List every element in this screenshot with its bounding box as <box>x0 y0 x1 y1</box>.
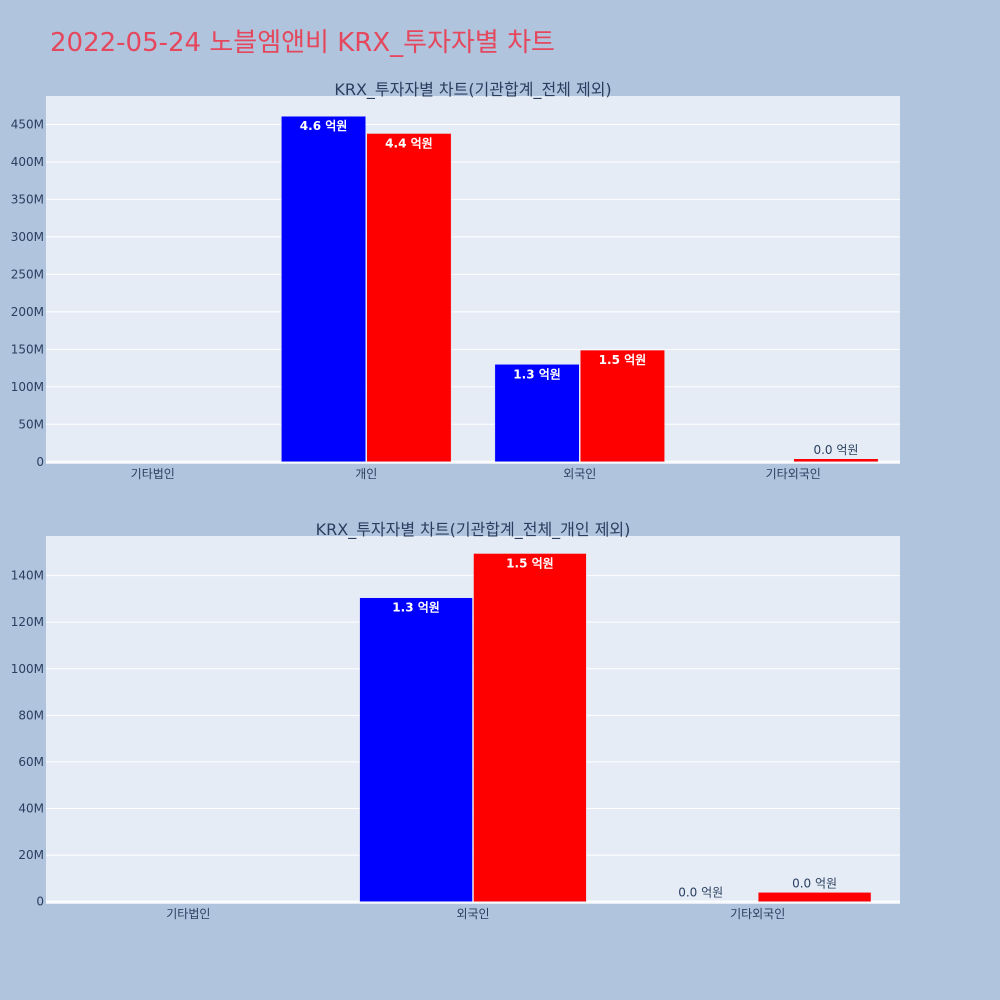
y-tick-label: 300M <box>11 230 44 244</box>
x-tick-label: 외국인 <box>456 907 489 921</box>
data-label: 0.0 억원 <box>792 876 837 890</box>
bar <box>366 133 452 463</box>
y-tick-label: 0 <box>36 895 44 909</box>
data-label: 1.5 억원 <box>506 556 554 570</box>
x-tick-label: 기타외국인 <box>730 907 785 921</box>
y-tick-label: 80M <box>18 708 44 722</box>
plot-area <box>46 96 900 464</box>
y-tick-label: 250M <box>11 267 44 281</box>
y-tick-label: 100M <box>11 662 44 676</box>
y-tick-label: 140M <box>11 569 44 583</box>
data-label: 0.0 억원 <box>678 886 723 900</box>
x-tick-label: 개인 <box>355 467 377 481</box>
x-tick-label: 기타법인 <box>166 907 210 921</box>
plot-area <box>46 536 900 904</box>
x-tick-label: 기타법인 <box>131 467 175 481</box>
data-label: 1.3 억원 <box>392 601 440 615</box>
data-label: 1.5 억원 <box>599 353 647 367</box>
y-tick-label: 20M <box>18 848 44 862</box>
y-tick-label: 120M <box>11 615 44 629</box>
bar <box>359 597 473 902</box>
y-tick-label: 40M <box>18 802 44 816</box>
data-label: 0.0 억원 <box>813 443 858 457</box>
chart-title: KRX_투자자별 차트(기관합계_전체 제외) <box>334 80 611 100</box>
data-label: 1.3 억원 <box>513 367 561 381</box>
y-tick-label: 100M <box>11 380 44 394</box>
y-tick-label: 350M <box>11 192 44 206</box>
data-label: 4.6 억원 <box>300 119 348 133</box>
data-label: 4.4 억원 <box>385 136 433 150</box>
bar <box>281 115 367 463</box>
chart-title: KRX_투자자별 차트(기관합계_전체_개인 제외) <box>316 520 631 540</box>
bar <box>793 458 879 463</box>
y-tick-label: 0 <box>36 455 44 469</box>
chart-krx-investor-excl-institutions: KRX_투자자별 차트(기관합계_전체 제외) 0 50M 100M 150M 200M 2… <box>11 80 900 481</box>
y-tick-label: 50M <box>18 417 44 431</box>
x-tick-label: 기타외국인 <box>766 467 821 481</box>
bar <box>580 349 665 463</box>
x-tick-label: 외국인 <box>563 467 596 481</box>
y-tick-label: 450M <box>11 117 44 131</box>
y-tick-label: 60M <box>18 755 44 769</box>
bar <box>473 553 587 902</box>
bar <box>757 892 872 902</box>
y-tick-label: 400M <box>11 155 44 169</box>
page-title: 2022-05-24 노블엠앤비 KRX_투자자별 차트 <box>50 28 555 58</box>
y-tick-label: 150M <box>11 342 44 356</box>
y-tick-label: 200M <box>11 305 44 319</box>
chart-krx-investor-excl-institutions-individuals: KRX_투자자별 차트(기관합계_전체_개인 제외) 0 20M 40M 60M 80M 1… <box>11 520 900 921</box>
bar <box>494 364 580 463</box>
